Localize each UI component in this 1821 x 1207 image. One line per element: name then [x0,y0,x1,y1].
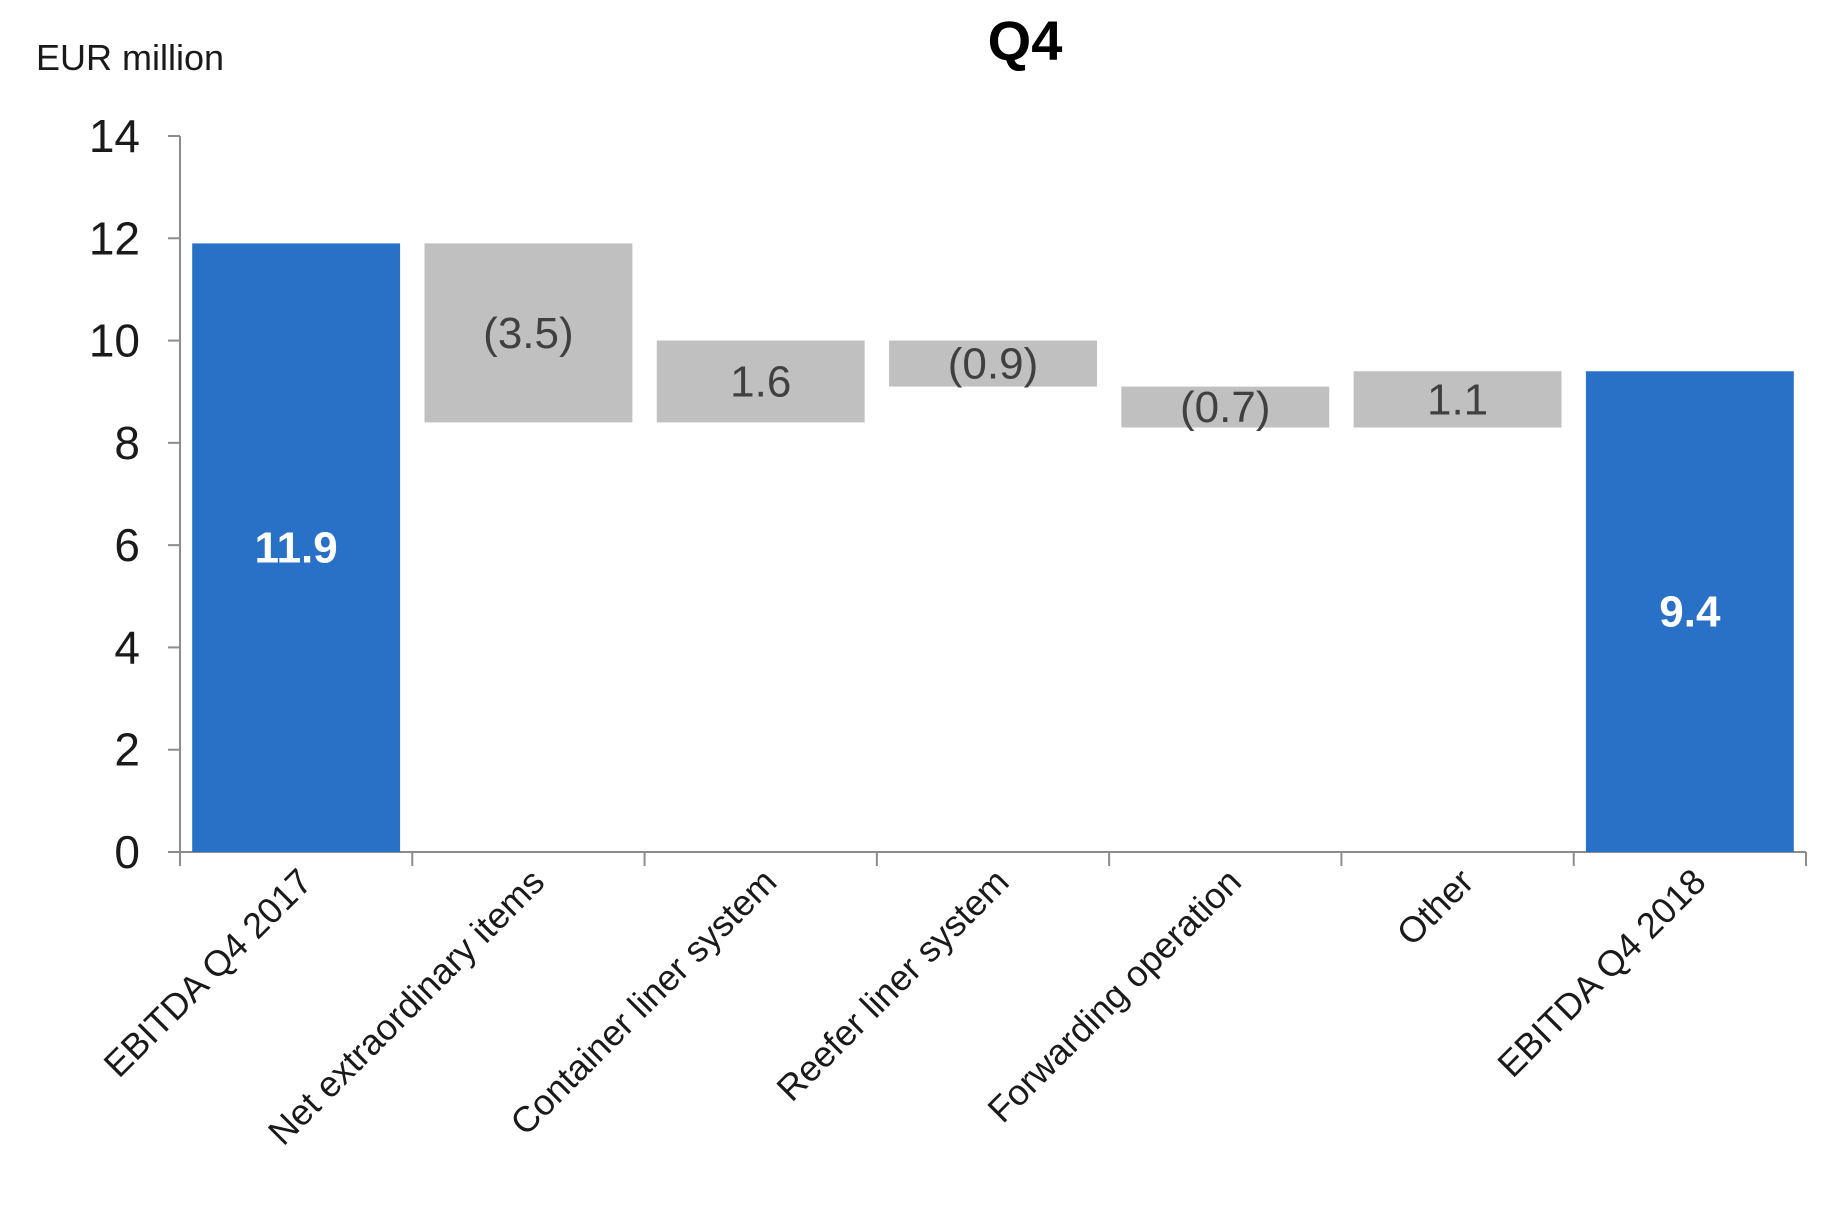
x-tick-label: EBITDA Q4 2018 [1489,861,1713,1085]
data-labels-group: 11.9 (3.5) 1.6 (0.9) (0.7) 1.1 9.4 [255,309,1721,637]
y-tick-label: 0 [114,826,140,878]
unit-label: EUR million [36,37,224,78]
x-tick-label: Other [1389,861,1482,954]
delta-bar [656,340,865,423]
total-bar [1585,371,1794,852]
delta-bar [1121,386,1330,428]
data-label: 1.6 [730,357,791,406]
y-tick-label: 4 [114,621,140,673]
y-tick-label: 2 [114,724,140,776]
data-label: (3.5) [483,309,573,358]
delta-bar [424,243,633,423]
y-tick-label: 6 [114,519,140,571]
delta-bar [889,340,1097,387]
data-label: 11.9 [255,524,338,573]
total-bar [192,243,401,852]
y-axis: 0 2 4 6 8 10 12 14 [89,110,181,878]
x-tick-label: EBITDA Q4 2017 [96,861,320,1085]
x-tick-label: Container liner system [502,861,784,1143]
y-tick-label: 8 [114,417,140,469]
y-tick-label: 14 [89,110,140,162]
x-tick-label: Reefer liner system [768,861,1016,1109]
y-tick-label: 10 [89,315,140,367]
y-tick-label: 12 [89,212,140,264]
bars-group [192,243,1794,852]
delta-bar [1353,371,1562,428]
data-label: 9.4 [1659,588,1721,637]
data-label: (0.9) [948,340,1038,389]
chart-title: Q4 [988,9,1063,72]
x-tick-label: Forwarding operation [979,861,1249,1131]
data-label: 1.1 [1427,375,1488,424]
data-label: (0.7) [1180,383,1270,432]
